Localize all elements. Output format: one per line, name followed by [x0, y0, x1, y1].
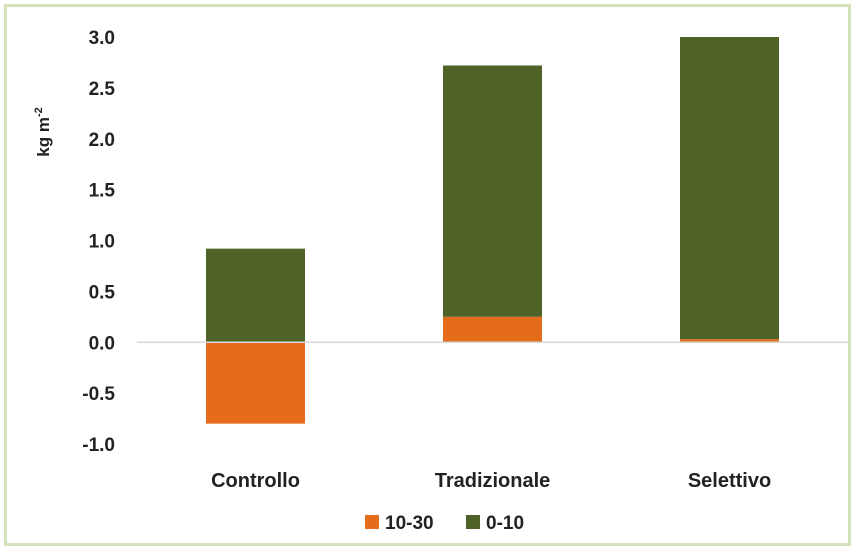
stacked-bar-chart: 3.0 2.5 2.0 1.5 1.0 0.5 0.0 -0.5 -1.0 Controllo T…: [7, 7, 848, 543]
chart-frame: 3.0 2.5 2.0 1.5 1.0 0.5 0.0 -0.5 -1.0 Controllo T…: [4, 4, 851, 546]
x-category-label: Selettivo: [688, 470, 771, 492]
x-category-label: Tradizionale: [435, 470, 551, 492]
y-tick-label: -1.0: [82, 435, 115, 456]
y-tick-label: 1.0: [89, 232, 115, 253]
x-category-label: Controllo: [211, 470, 300, 492]
legend-swatch-0-10: [466, 515, 480, 529]
y-axis-label-exponent: -2: [33, 107, 45, 117]
bar-10-30-controllo: [206, 342, 305, 423]
y-tick-label: 2.0: [89, 130, 115, 151]
bar-0-10-controllo: [206, 249, 305, 343]
bar-0-10-selettivo: [680, 37, 779, 339]
category-labels: Controllo Tradizionale Selettivo: [211, 470, 771, 492]
y-axis-label: kg m-2: [33, 107, 53, 156]
y-tick-label: 1.5: [89, 181, 116, 202]
y-tick-label: 0.0: [89, 333, 115, 354]
y-axis-label-unit: kg m: [34, 117, 53, 157]
legend-swatch-10-30: [365, 515, 379, 529]
legend-label-10-30: 10-30: [385, 513, 434, 534]
y-tick-label: 2.5: [89, 79, 116, 100]
bars-group: [206, 37, 779, 424]
y-tick-label: 0.5: [89, 282, 116, 303]
y-axis-ticks: 3.0 2.5 2.0 1.5 1.0 0.5 0.0 -0.5 -1.0: [82, 28, 115, 456]
bar-0-10-tradizionale: [443, 65, 542, 316]
y-tick-label: -0.5: [82, 384, 115, 405]
y-tick-label: 3.0: [89, 28, 115, 49]
legend-label-0-10: 0-10: [486, 513, 524, 534]
legend: 10-30 0-10: [365, 513, 524, 534]
bar-10-30-tradizionale: [443, 317, 542, 342]
